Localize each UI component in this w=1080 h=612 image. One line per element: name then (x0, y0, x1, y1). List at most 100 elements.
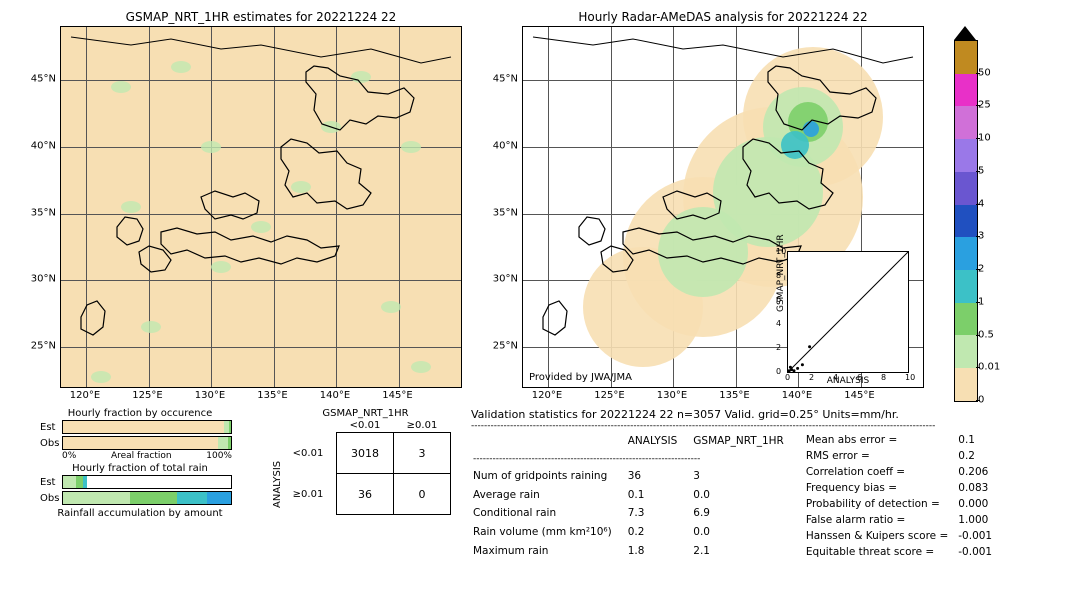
metric-key: Equitable threat score = (802, 545, 952, 559)
colorbar-segment (955, 139, 977, 172)
xtick-label: 120°E (532, 390, 562, 401)
colorbar-segment (955, 237, 977, 270)
axis-100: 100% (206, 451, 232, 461)
inset-ytick: 8 (776, 271, 781, 280)
inset-xtick: 6 (857, 373, 862, 382)
bar-segment (76, 476, 83, 488)
stat-b: 0.0 (693, 486, 798, 503)
stat-label: Rain volume (mm km²10⁶) (473, 524, 626, 541)
validation-stats: Validation statistics for 20221224 22 n=… (471, 408, 1070, 561)
stat-a: 1.8 (628, 542, 692, 559)
colorbar-tick: 0 (978, 395, 984, 406)
metric-key: Hanssen & Kuipers score = (802, 529, 952, 543)
metric-val: 0.1 (954, 433, 996, 447)
crosstab-col-title: GSMAP_NRT_1HR (280, 408, 451, 419)
bar-segment (207, 492, 231, 504)
colorbar-tick: 0.01 (978, 362, 1000, 373)
colorbar-tick: 5 (978, 165, 984, 176)
crosstab-row-title: ANALYSIS (272, 461, 283, 508)
metric-key: Mean abs error = (802, 433, 952, 447)
inset-xtick: 2 (809, 373, 814, 382)
inset-scatter: ANALYSISGSMAP_NRT_1HR00224466881010 (787, 251, 909, 373)
xtick-label: 135°E (257, 390, 287, 401)
ytick-label: 25°N (24, 341, 56, 352)
occ-title: Hourly fraction by occurence (40, 408, 240, 419)
inset-xtick: 8 (881, 373, 886, 382)
validation-metrics: Mean abs error =0.1RMS error =0.2Correla… (800, 431, 998, 561)
crosstab-table: <0.01 ≥0.01 <0.01 3018 3 ≥0.01 36 0 (280, 419, 451, 515)
bar-segment (63, 421, 224, 433)
xtick-label: 145°E (382, 390, 412, 401)
stat-label: Maximum rain (473, 542, 626, 559)
validation-table: ANALYSIS GSMAP_NRT_1HR -----------------… (471, 431, 800, 561)
metric-key: Correlation coeff = (802, 465, 952, 479)
maps-row: GSMAP_NRT_1HR estimates for 20221224 22 … (10, 10, 1070, 402)
stat-b: 0.0 (693, 524, 798, 541)
xtick-label: 125°E (594, 390, 624, 401)
colorbar-tick: 2 (978, 264, 984, 275)
colorbar-tick: 25 (978, 100, 991, 111)
metric-key: Frequency bias = (802, 481, 952, 495)
col-hdr: <0.01 (337, 419, 394, 433)
divider: ----------------------------------------… (473, 452, 798, 466)
bar-segment (177, 492, 207, 504)
colorbar-segment (955, 368, 977, 401)
xtick-label: 125°E (132, 390, 162, 401)
bar-segment (228, 437, 231, 449)
acc-title: Rainfall accumulation by amount (40, 508, 240, 519)
inset-ytick: 4 (776, 319, 781, 328)
stat-b: 2.1 (693, 542, 798, 559)
col-hdr: ANALYSIS (628, 433, 692, 450)
ytick-label: 45°N (24, 74, 56, 85)
colorbar-segment (955, 172, 977, 205)
colorbar-wrap: 00.010.512345102550 (954, 40, 978, 402)
right-map-panel: Hourly Radar-AMeDAS analysis for 2022122… (522, 10, 924, 402)
colorbar-segment (955, 106, 977, 139)
ytick-label: 35°N (24, 207, 56, 218)
occ-est-bar (62, 420, 232, 434)
ytick-label: 25°N (486, 341, 518, 352)
ytick-label: 45°N (486, 74, 518, 85)
left-map-panel: GSMAP_NRT_1HR estimates for 20221224 22 … (60, 10, 462, 402)
colorbar-segment (955, 303, 977, 336)
row-hdr: ≥0.01 (280, 474, 337, 515)
ytick-label: 30°N (486, 274, 518, 285)
inset-xtick: 10 (905, 373, 915, 382)
bar-segment (218, 437, 228, 449)
stat-a: 0.1 (628, 486, 692, 503)
colorbar-tick: 10 (978, 133, 991, 144)
metric-val: 0.206 (954, 465, 996, 479)
ytick-label: 40°N (486, 141, 518, 152)
inset-ytick: 2 (776, 343, 781, 352)
xtick-label: 135°E (719, 390, 749, 401)
inset-ytick: 0 (776, 367, 781, 376)
colorbar-tick: 1 (978, 296, 984, 307)
inset-xtick: 4 (833, 373, 838, 382)
xtick-label: 130°E (657, 390, 687, 401)
bar-segment (63, 476, 76, 488)
ytick-label: 40°N (24, 141, 56, 152)
colorbar-segment (955, 205, 977, 238)
provided-by-label: Provided by JWA/JMA (529, 372, 632, 383)
right-map-title: Hourly Radar-AMeDAS analysis for 2022122… (522, 10, 924, 24)
colorbar-tick: 0.5 (978, 329, 994, 340)
row-label: Est (40, 422, 62, 433)
colorbar-segment (955, 270, 977, 303)
colorbar-arrow-icon (954, 26, 976, 40)
stat-a: 36 (628, 468, 692, 485)
row-label: Obs (40, 438, 62, 449)
stat-label: Conditional rain (473, 505, 626, 522)
ytick-label: 35°N (486, 207, 518, 218)
ct-cell: 36 (337, 474, 394, 515)
inset-ytick: 10 (776, 247, 786, 256)
ytick-label: 30°N (24, 274, 56, 285)
colorbar (954, 40, 978, 402)
metric-val: 0.083 (954, 481, 996, 495)
row-hdr: <0.01 (280, 433, 337, 474)
stat-a: 0.2 (628, 524, 692, 541)
bar-segment (229, 421, 231, 433)
crosstab: ANALYSIS GSMAP_NRT_1HR <0.01 ≥0.01 <0.01… (260, 408, 451, 561)
col-hdr: ≥0.01 (394, 419, 451, 433)
bar-segment (63, 437, 218, 449)
xtick-label: 120°E (70, 390, 100, 401)
